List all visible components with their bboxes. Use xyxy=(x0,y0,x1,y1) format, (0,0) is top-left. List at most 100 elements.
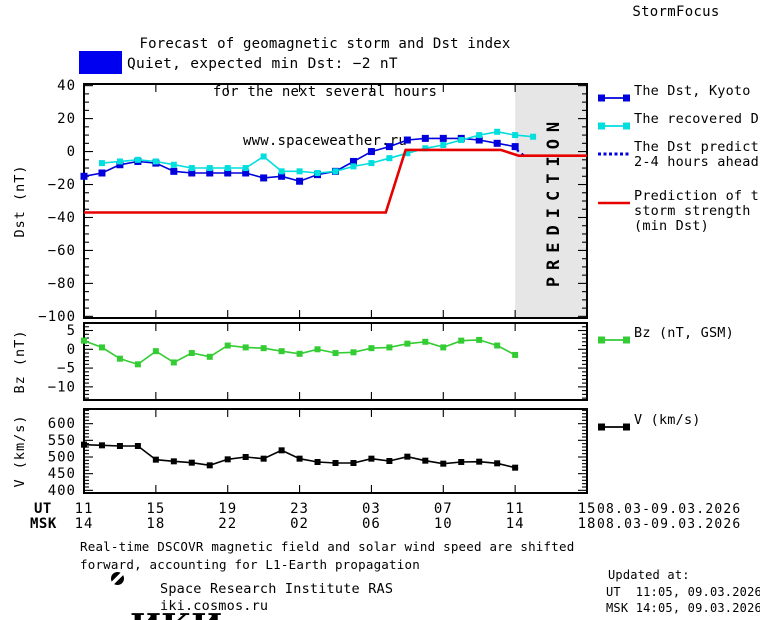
ytick-label: 40 xyxy=(57,78,76,94)
legend-label-dst-kyoto: The Dst, Kyoto xyxy=(634,83,751,99)
series-marker xyxy=(296,455,303,462)
series-line xyxy=(101,130,534,174)
xaxis-ut-header: UT xyxy=(34,501,52,517)
series-marker xyxy=(512,464,519,471)
ytick-label: −40 xyxy=(48,210,76,226)
institute-site: iki.cosmos.ru xyxy=(160,598,269,614)
series-marker xyxy=(81,441,87,448)
ytick-label: −100 xyxy=(38,309,76,325)
dst-kyoto-legend-marker-icon xyxy=(597,88,631,107)
series-marker xyxy=(404,340,411,347)
legend-item-recovered: The recovered Dst xyxy=(597,112,760,135)
ytick-label: 550 xyxy=(48,433,76,449)
xtick-msk-1: 18 xyxy=(146,516,166,532)
series-marker xyxy=(188,459,195,466)
xtick-ut-1: 15 xyxy=(146,501,166,517)
series-marker xyxy=(332,350,339,357)
xtick-ut-5: 07 xyxy=(433,501,453,517)
series-marker xyxy=(530,133,537,140)
series-marker xyxy=(494,460,501,467)
series-marker xyxy=(440,460,447,467)
xtick-ut-6: 11 xyxy=(505,501,525,517)
series-marker xyxy=(350,460,357,466)
series-marker xyxy=(350,163,357,170)
series-marker xyxy=(152,348,159,355)
dst-panel: PREDICTION 40 20 0 −20 −40 −60 −80 −100 Dst (nT) xyxy=(12,78,588,325)
series-marker xyxy=(116,355,123,362)
ytick-label: −10 xyxy=(48,379,76,395)
page-title: Forecast of geomagnetic storm and Dst in… xyxy=(85,3,565,182)
series-marker xyxy=(152,158,159,165)
series-marker xyxy=(296,350,303,357)
series-marker xyxy=(278,348,285,355)
series-marker xyxy=(134,443,141,449)
storm-strength-legend-marker-icon xyxy=(597,193,631,212)
series-marker xyxy=(350,349,357,356)
legend-label-prediction-2: 2-4 hours ahead xyxy=(634,154,759,170)
series-marker xyxy=(458,337,465,344)
legend-item-bz: Bz (nT, GSM) xyxy=(597,326,734,349)
series-marker xyxy=(134,361,141,368)
series-marker xyxy=(367,148,375,156)
series-marker xyxy=(386,458,393,464)
series-marker xyxy=(476,132,483,139)
series-marker xyxy=(98,344,105,351)
bz-legend-marker-icon xyxy=(597,330,631,349)
series-marker xyxy=(512,351,519,358)
xtick-msk-5: 10 xyxy=(433,516,453,532)
series-marker xyxy=(422,145,429,152)
series-marker xyxy=(403,136,411,144)
xtick-msk-7: 18 xyxy=(577,516,597,532)
series-marker xyxy=(349,157,357,165)
series-marker xyxy=(511,143,519,151)
ytick-label: 20 xyxy=(57,111,76,127)
series-marker xyxy=(475,136,483,144)
series-marker xyxy=(152,456,159,463)
series-marker xyxy=(116,443,123,449)
series-marker xyxy=(440,141,447,148)
legend-label-bz: Bz (nT, GSM) xyxy=(634,325,734,341)
series-marker xyxy=(170,161,177,168)
series-marker xyxy=(278,447,285,454)
institute-name: Space Research Institute RAS xyxy=(160,581,394,597)
series-marker xyxy=(368,345,375,352)
iki-satellite-icon xyxy=(111,572,124,585)
title-line-2: for the next several hours xyxy=(212,84,438,101)
dst-prediction-legend-marker-icon xyxy=(597,144,631,163)
series-line xyxy=(84,148,587,214)
series-marker xyxy=(494,128,501,135)
series-marker xyxy=(314,169,321,176)
series-marker xyxy=(493,139,501,147)
series-marker xyxy=(458,137,465,144)
series-marker xyxy=(188,165,195,172)
series-marker xyxy=(224,165,231,172)
brand-stormfocus: StormFocus xyxy=(632,4,720,20)
series-marker xyxy=(170,167,178,175)
prediction-band-label: PREDICTION xyxy=(544,115,564,287)
series-marker xyxy=(80,172,88,180)
series-marker xyxy=(170,359,177,366)
series-marker xyxy=(224,342,231,349)
series-marker xyxy=(81,337,87,344)
series-marker xyxy=(332,168,339,175)
series-marker xyxy=(116,158,123,165)
ytick-label: −60 xyxy=(48,243,76,259)
xtick-ut-0: 11 xyxy=(74,501,94,517)
xtick-msk-0: 14 xyxy=(74,516,94,532)
updated-msk: MSK 14:05, 09.03.2026 xyxy=(606,601,760,615)
series-marker xyxy=(314,459,321,465)
series-marker xyxy=(188,169,196,177)
series-line xyxy=(83,137,516,183)
updated-label: Updated at: xyxy=(608,568,690,582)
footer-note-2: forward, accounting for L1-Earth propaga… xyxy=(80,557,420,572)
xtick-msk-2: 22 xyxy=(218,516,238,532)
ytick-label: 5 xyxy=(67,323,76,339)
series-marker xyxy=(476,336,483,343)
footer-note-1: Real-time DSCOVR magnetic field and sola… xyxy=(80,539,575,554)
series-marker xyxy=(368,455,375,462)
series-marker xyxy=(386,155,393,162)
series-marker xyxy=(386,344,393,351)
iki-logo: ИКИ xyxy=(84,572,222,620)
